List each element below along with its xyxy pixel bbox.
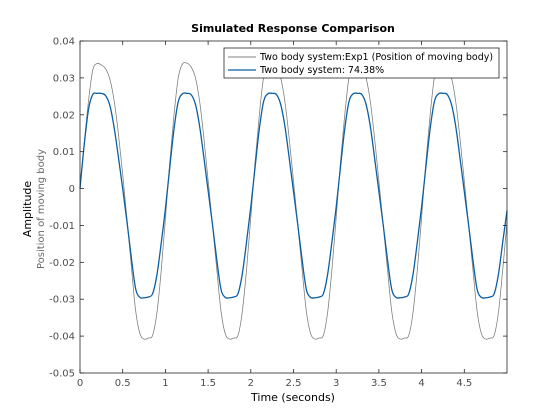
legend: Two body system:Exp1 (Position of moving…: [223, 47, 500, 79]
legend-label-measured: Two body system:Exp1 (Position of moving…: [259, 52, 493, 63]
y-tick-label: -0.05: [49, 369, 75, 380]
x-tick-label: 2.5: [286, 378, 302, 389]
x-tick-label: 3.5: [371, 378, 387, 389]
y-axis: -0.05 -0.04 -0.03 -0.02 -0.01 0 0.01 0.02 0.03 0.…: [49, 37, 507, 380]
x-tick-label: 1.5: [200, 378, 216, 389]
y-axis-secondary-label: Position of moving body: [36, 149, 47, 269]
y-tick-label: 0.01: [53, 147, 75, 158]
legend-box: [223, 47, 500, 79]
y-tick-label: -0.03: [49, 295, 75, 306]
chart-title: Simulated Response Comparison: [191, 22, 395, 35]
y-tick-label: -0.02: [49, 258, 75, 269]
x-tick-label: 0: [77, 378, 83, 389]
legend-label-simulated: Two body system: 74.38%: [259, 65, 384, 76]
series-line-simulated: [79, 92, 508, 299]
x-axis: 0 0.5 1 1.5 2 2.5 3 3.5 4 4.5: [77, 41, 472, 389]
y-tick-label: -0.04: [49, 332, 75, 343]
x-tick-label: 1: [162, 378, 168, 389]
x-axis-label: Time (seconds): [250, 391, 335, 404]
x-tick-label: 2: [248, 378, 254, 389]
y-tick-label: 0.03: [53, 73, 75, 84]
y-tick-label: 0.02: [53, 110, 75, 121]
y-tick-label: -0.01: [49, 221, 75, 232]
x-tick-label: 0.5: [115, 378, 131, 389]
y-tick-label: 0: [69, 184, 75, 195]
x-tick-label: 4: [418, 378, 424, 389]
x-tick-label: 3: [333, 378, 339, 389]
y-axis-label: Amplitude: [21, 181, 34, 238]
x-tick-label: 4.5: [456, 378, 472, 389]
y-tick-label: 0.04: [53, 37, 75, 48]
plot-area: [80, 41, 507, 373]
